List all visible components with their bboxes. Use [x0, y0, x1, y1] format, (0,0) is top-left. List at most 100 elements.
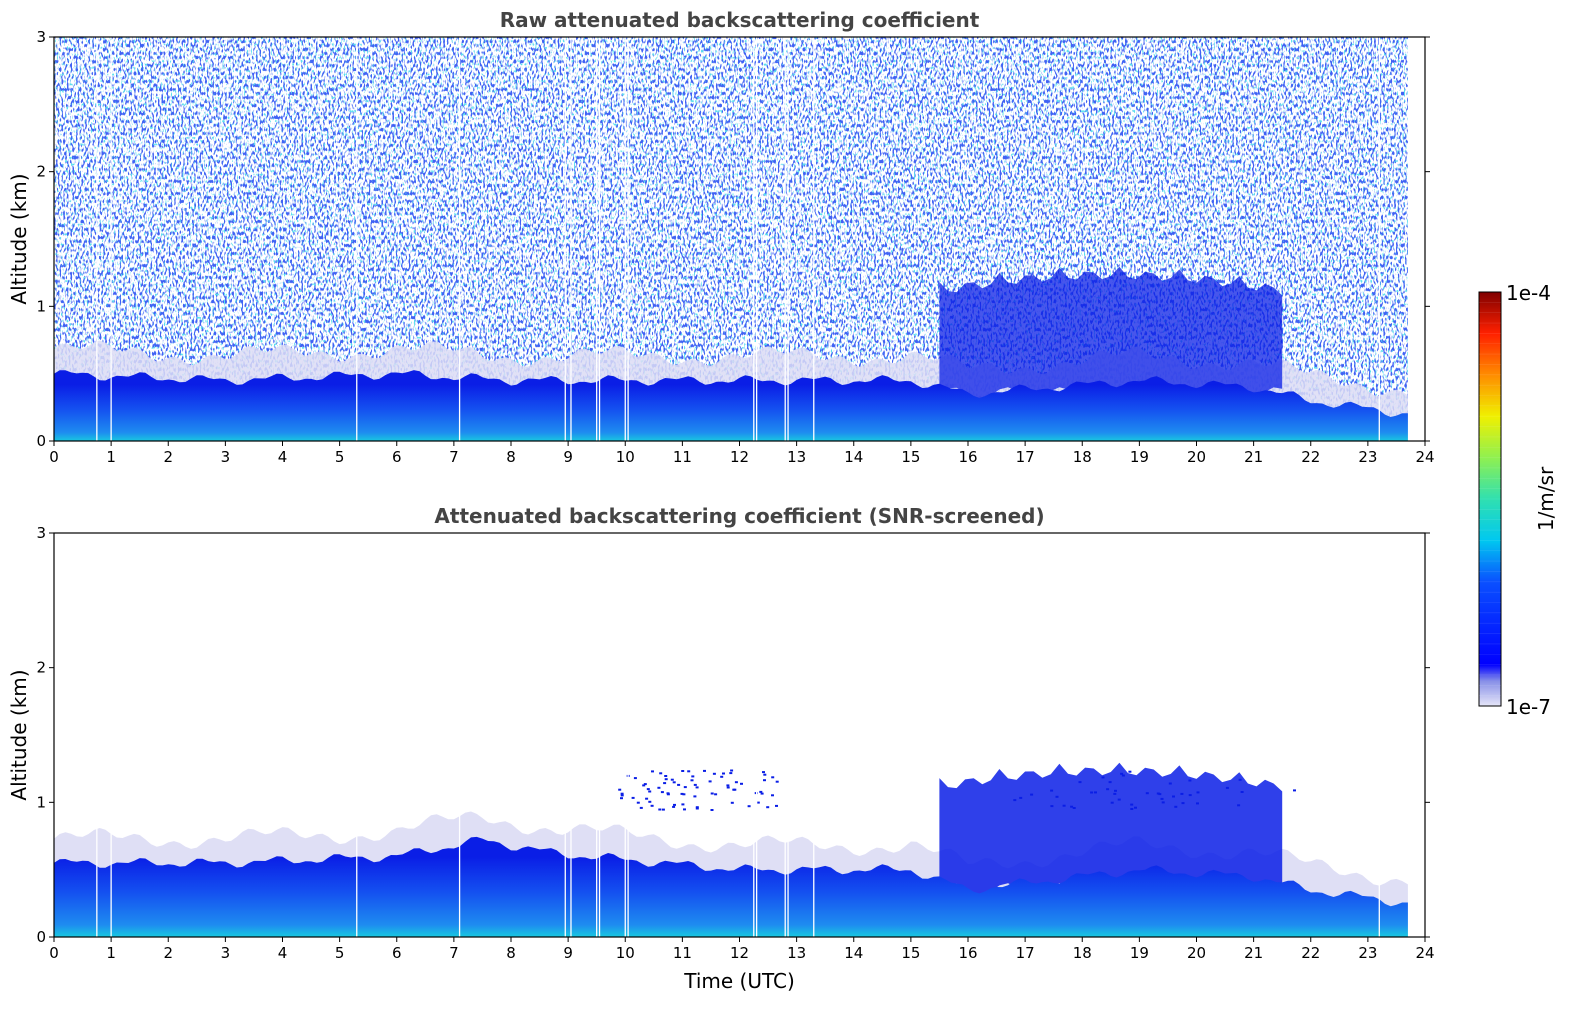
x-tick-label: 6	[392, 944, 402, 962]
return-speck	[775, 804, 778, 807]
return-speck	[691, 775, 695, 778]
return-speck	[645, 797, 649, 800]
y-axis: 0 1 2 3	[36, 28, 1430, 450]
boundary-layer	[54, 370, 1408, 441]
return-speck	[693, 783, 697, 786]
return-speck	[740, 782, 743, 785]
return-speck	[620, 792, 624, 795]
return-speck	[666, 792, 670, 795]
return-speck	[1160, 797, 1164, 800]
return-speck	[677, 783, 681, 786]
return-speck	[760, 792, 764, 795]
x-tick-label: 17	[1016, 448, 1035, 466]
x-tick-label: 20	[1187, 944, 1206, 962]
return-speck	[1121, 774, 1125, 777]
return-speck	[734, 781, 738, 784]
x-tick-label: 24	[1415, 448, 1434, 466]
return-speck	[672, 781, 676, 784]
x-tick-label: 18	[1073, 944, 1092, 962]
return-speck	[636, 801, 640, 804]
x-tick-label: 23	[1358, 944, 1377, 962]
x-tick-label: 17	[1016, 944, 1035, 962]
return-speck	[1030, 793, 1034, 796]
return-speck	[720, 775, 724, 778]
x-tick-label: 11	[673, 944, 692, 962]
return-speck	[1062, 804, 1066, 807]
x-tick-label: 13	[787, 448, 806, 466]
return-speck	[759, 790, 763, 793]
x-tick-label: 9	[563, 944, 573, 962]
y-axis: 0 1 2 3	[36, 524, 1430, 946]
return-speck	[1106, 788, 1110, 791]
return-speck	[657, 786, 661, 789]
x-tick-label: 12	[730, 944, 749, 962]
return-speck	[710, 809, 714, 811]
x-tick-label: 22	[1301, 944, 1320, 962]
return-speck	[618, 788, 622, 791]
x-axis-label: Time (UTC)	[683, 969, 795, 993]
return-speck	[659, 772, 663, 775]
x-tick-label: 14	[844, 448, 863, 466]
return-speck	[646, 788, 650, 791]
y-tick-label: 1	[36, 793, 46, 811]
return-speck	[1072, 807, 1076, 809]
x-tick-label: 9	[563, 448, 573, 466]
return-speck	[730, 801, 734, 804]
return-speck	[1237, 804, 1241, 807]
return-speck	[762, 771, 765, 774]
return-speck	[620, 797, 623, 800]
x-tick-label: 18	[1073, 448, 1092, 466]
x-axis: 0 1 2 3 4 5 6 7 8 9 10 11 12 13 14 15 16 17 18 19 20 21 22 23 24	[49, 937, 1435, 962]
return-speck	[695, 806, 699, 809]
return-speck	[1055, 795, 1059, 798]
x-tick-label: 16	[958, 944, 977, 962]
x-tick-label: 15	[901, 944, 920, 962]
chart-title: Attenuated backscattering coefficient (S…	[434, 504, 1044, 528]
x-tick-label: 11	[673, 448, 692, 466]
x-tick-label: 0	[49, 944, 59, 962]
return-speck	[1174, 805, 1178, 808]
return-speck	[620, 794, 624, 797]
return-speck	[693, 795, 697, 798]
return-speck	[643, 783, 647, 786]
return-speck	[726, 786, 730, 789]
return-speck	[1094, 791, 1097, 794]
chart-title: Raw attenuated backscattering coefficien…	[500, 8, 980, 32]
x-tick-label: 7	[449, 944, 459, 962]
data-gaps	[96, 533, 1380, 937]
return-speck	[766, 806, 770, 809]
return-speck	[633, 777, 637, 780]
y-tick-label: 3	[36, 28, 46, 46]
x-tick-label: 21	[1244, 944, 1263, 962]
x-tick-label: 16	[958, 448, 977, 466]
return-speck	[1117, 798, 1121, 801]
return-speck	[729, 772, 733, 775]
return-speck	[722, 772, 725, 775]
return-speck	[648, 800, 652, 803]
return-speck	[682, 793, 686, 796]
return-speck	[1172, 795, 1175, 798]
x-tick-label: 6	[392, 448, 402, 466]
return-speck	[1050, 805, 1054, 808]
cloud-region	[939, 762, 1283, 897]
x-tick-label: 2	[163, 448, 173, 466]
return-speck	[1238, 778, 1242, 781]
return-speck	[683, 808, 686, 811]
return-speck	[771, 794, 774, 797]
return-speck	[670, 778, 674, 781]
return-speck	[1078, 781, 1082, 784]
return-speck	[1188, 779, 1192, 782]
return-speck	[1120, 772, 1124, 775]
return-speck	[1128, 770, 1132, 773]
return-speck	[631, 796, 635, 799]
return-speck	[1130, 803, 1134, 806]
return-speck	[730, 769, 734, 772]
return-speck	[1188, 794, 1192, 797]
return-speck	[664, 775, 668, 777]
return-speck	[681, 803, 685, 806]
x-tick-label: 24	[1415, 944, 1434, 962]
x-axis: 0 1 2 3 4 5 6 7 8 9 10 11 12 13 14 15 16 17 18 19 20 21 22 23 24	[49, 441, 1435, 466]
return-speck	[642, 784, 646, 787]
x-tick-label: 10	[616, 448, 635, 466]
y-axis-label: Altitude (km)	[7, 173, 31, 304]
